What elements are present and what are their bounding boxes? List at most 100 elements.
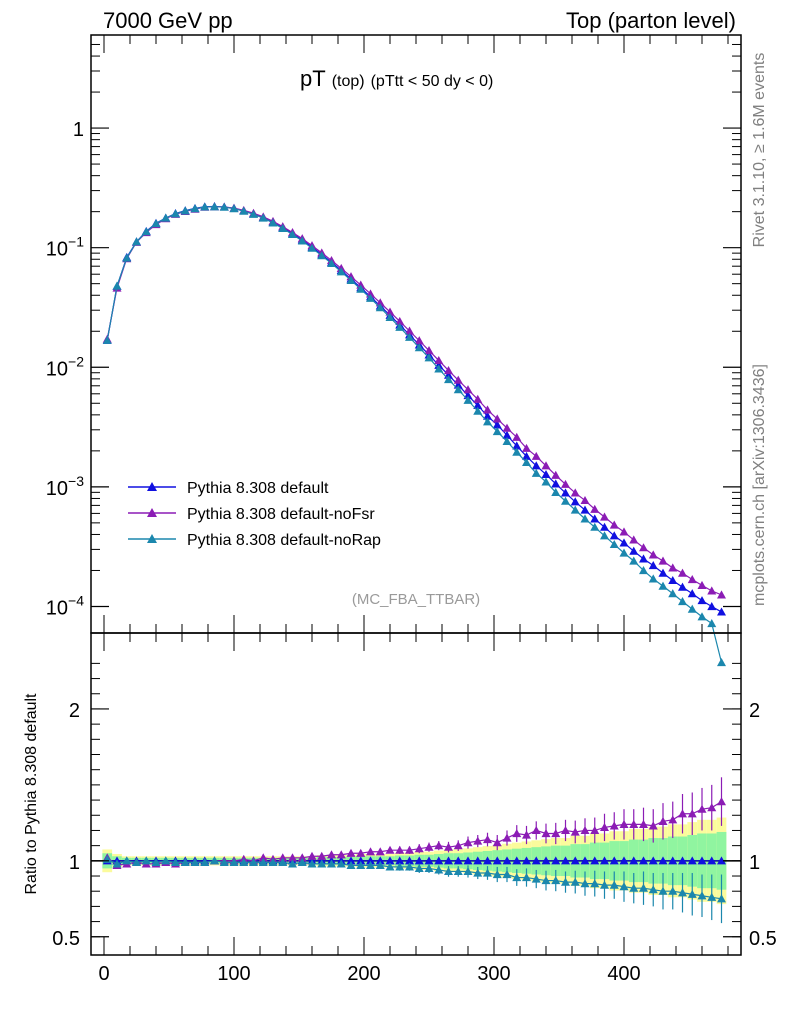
- main-series-line: [106, 206, 723, 663]
- ratio-data-point: [522, 830, 531, 839]
- main-data-point: [502, 436, 512, 445]
- legend-marker: [147, 482, 157, 491]
- main-data-point: [697, 580, 707, 590]
- ratio-data-point: [629, 883, 639, 892]
- ratio-data-point: [609, 856, 619, 865]
- ratio-y-tick-label-right: 1: [749, 852, 760, 874]
- ratio-data-point: [473, 868, 483, 877]
- main-data-point: [629, 556, 639, 565]
- ratio-data-point: [570, 856, 580, 865]
- ratio-data-point: [512, 828, 522, 838]
- main-data-point: [171, 209, 180, 218]
- header-left-label: 7000 GeV pp: [103, 8, 233, 33]
- main-data-point: [444, 375, 453, 384]
- ratio-data-point: [697, 856, 707, 865]
- rivet-version-label: Rivet 3.1.10, ≥ 1.6M events: [751, 52, 768, 248]
- main-data-point: [541, 461, 551, 470]
- main-data-point: [327, 258, 336, 268]
- ratio-data-point: [717, 856, 726, 865]
- main-data-point: [639, 565, 648, 575]
- main-data-point: [200, 202, 210, 211]
- ratio-data-point: [171, 857, 180, 866]
- ratio-data-point: [239, 857, 249, 866]
- ratio-data-point: [648, 856, 658, 865]
- main-series-line: [106, 205, 722, 613]
- ratio-data-point: [229, 857, 239, 866]
- main-data-point: [678, 597, 687, 606]
- main-data-point: [678, 568, 687, 577]
- main-data-point: [707, 601, 717, 611]
- ratio-data-point: [697, 804, 707, 813]
- ratio-data-point: [375, 847, 385, 856]
- ratio-data-point: [678, 809, 687, 818]
- ratio-data-point: [483, 835, 492, 844]
- ratio-data-point: [522, 856, 531, 865]
- ratio-data-point: [707, 803, 717, 812]
- ratio-data-point: [473, 836, 483, 845]
- ratio-data-point: [580, 825, 590, 835]
- ratio-data-point: [356, 848, 366, 857]
- ratio-data-point: [609, 821, 619, 830]
- main-data-point: [561, 496, 570, 505]
- ratio-data-point: [531, 856, 541, 865]
- ratio-data-point: [473, 856, 483, 865]
- main-data-point: [580, 514, 590, 523]
- legend-marker: [147, 534, 157, 543]
- chart-title-sub2: (pTtt < 50 dy < 0): [371, 73, 494, 90]
- ratio-data-point: [551, 856, 561, 865]
- main-data-point: [453, 375, 463, 384]
- main-data-point: [541, 477, 551, 486]
- ratio-data-point: [405, 845, 414, 854]
- main-data-point: [629, 535, 639, 544]
- ratio-data-point: [346, 856, 356, 865]
- ratio-data-point: [424, 863, 434, 873]
- ratio-data-point: [658, 856, 668, 865]
- main-data-point: [697, 596, 707, 605]
- ratio-data-point: [492, 856, 502, 865]
- ratio-data-point: [395, 845, 405, 854]
- legend-label: Pythia 8.308 default-noFsr: [187, 506, 375, 523]
- main-data-point: [112, 281, 122, 290]
- ratio-data-point: [288, 859, 297, 868]
- main-data-point: [492, 420, 502, 429]
- ratio-data-point: [483, 868, 492, 877]
- ratio-data-point: [151, 857, 161, 866]
- ratio-data-point: [541, 856, 551, 865]
- ratio-data-point: [648, 821, 658, 830]
- main-data-point: [210, 202, 219, 211]
- analysis-label: (MC_FBA_TTBAR): [352, 591, 480, 608]
- main-data-point: [717, 590, 726, 599]
- ratio-data-point: [336, 859, 346, 868]
- ratio-axis-ticks: 0.5 0.5 1 1 2 2 0 100 200 300 400: [52, 633, 777, 985]
- main-data-point: [434, 364, 444, 373]
- x-tick-label: 200: [347, 963, 380, 985]
- ratio-data-point: [561, 825, 570, 835]
- ratio-data-point: [395, 856, 405, 865]
- ratio-data-point: [668, 856, 678, 865]
- main-data-point: [561, 488, 570, 497]
- main-data-point: [697, 612, 707, 621]
- main-axis-ticks: 1 10−1 10−2 10−3 10−4: [46, 34, 741, 633]
- ratio-data-point: [551, 876, 561, 885]
- main-data-point: [639, 554, 648, 563]
- ratio-data-point: [336, 850, 346, 859]
- ratio-data-point: [697, 891, 707, 900]
- main-data-point: [307, 243, 317, 252]
- ratio-data-point: [463, 866, 473, 876]
- ratio-y-tick-label-right: 0.5: [749, 928, 777, 950]
- ratio-data-point: [648, 885, 658, 894]
- main-y-tick-label: 10−4: [46, 592, 84, 619]
- ratio-data-point: [385, 856, 395, 865]
- ratio-data-point: [346, 860, 356, 869]
- ratio-data-point: [609, 880, 619, 889]
- ratio-data-point: [405, 856, 414, 865]
- ratio-data-point: [570, 877, 580, 886]
- ratio-data-point: [414, 844, 424, 853]
- main-data-point: [395, 322, 405, 331]
- ratio-data-point: [405, 862, 414, 871]
- main-data-point: [609, 531, 619, 540]
- main-data-point: [375, 303, 385, 312]
- x-tick-label: 100: [217, 963, 250, 985]
- main-data-point: [483, 405, 492, 414]
- ratio-data-point: [629, 856, 639, 865]
